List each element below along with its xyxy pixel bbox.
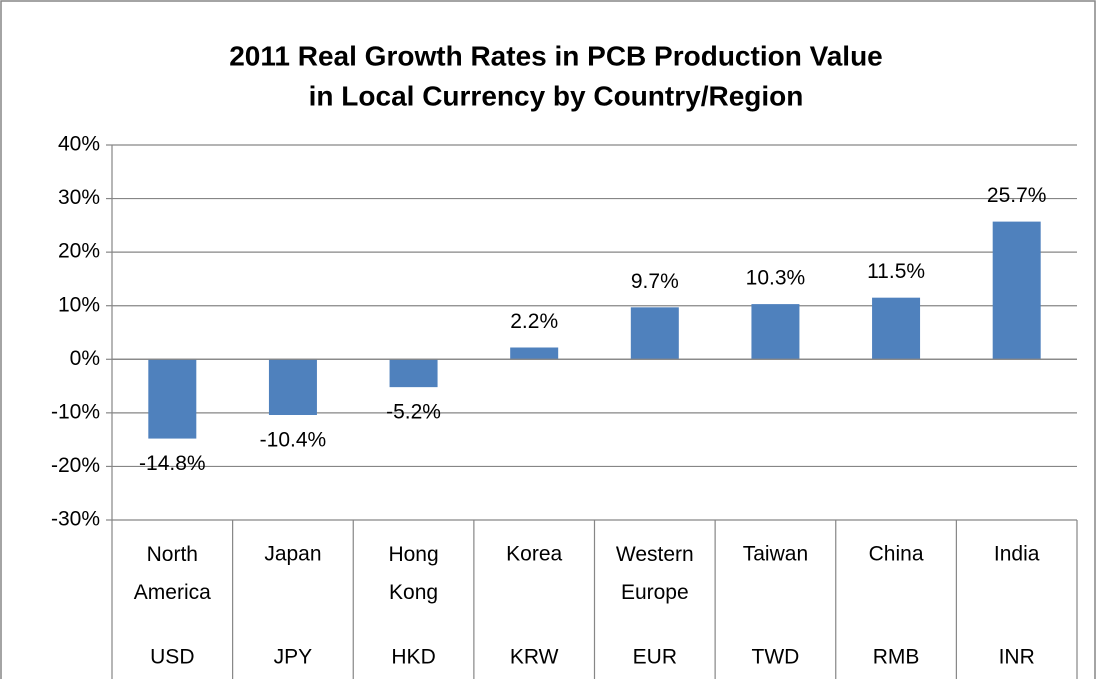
data-label: 10.3%	[746, 267, 806, 290]
y-tick-label: 30%	[58, 186, 100, 209]
bar	[148, 359, 197, 439]
y-tick-label: -30%	[51, 508, 100, 531]
data-label: 25.7%	[987, 184, 1047, 207]
bar	[751, 304, 800, 360]
y-tick-label: -20%	[51, 454, 100, 477]
x-tick-label-secondary: TWD	[752, 646, 800, 669]
y-tick-label: 10%	[58, 293, 100, 316]
x-tick-label: Japan	[264, 543, 321, 566]
y-tick-label: -10%	[51, 400, 100, 423]
label-line: Europe	[621, 581, 689, 604]
y-tick-label: 20%	[58, 240, 100, 263]
label-line: Hong	[388, 543, 438, 566]
label-line: America	[134, 581, 211, 604]
x-tick-label: Hong Kong	[388, 543, 438, 604]
bar	[268, 359, 317, 415]
x-tick-label: North America	[134, 543, 211, 604]
data-label: -5.2%	[386, 401, 441, 424]
x-tick-label: China	[869, 543, 924, 566]
bar	[630, 307, 679, 360]
x-tick-label-secondary: EUR	[633, 646, 677, 669]
x-tick-label: Western Europe	[616, 543, 694, 604]
x-tick-label-secondary: RMB	[873, 646, 920, 669]
data-label: 11.5%	[867, 260, 925, 283]
label-line: Western	[616, 543, 694, 566]
y-tick-label: 0%	[70, 347, 100, 370]
x-tick-label: Korea	[506, 543, 562, 566]
x-tick-label: Taiwan	[743, 543, 808, 566]
data-label: 2.2%	[510, 310, 558, 333]
chart-title: 2011 Real Growth Rates in PCB Production…	[229, 40, 883, 71]
data-label: -10.4%	[260, 429, 327, 452]
data-label: -14.8%	[139, 452, 206, 475]
chart-title: in Local Currency by Country/Region	[309, 80, 804, 111]
bar	[992, 221, 1041, 360]
y-tick-label: 40%	[58, 133, 100, 156]
x-tick-label-secondary: INR	[999, 646, 1035, 669]
x-tick-label: India	[994, 543, 1040, 566]
bar	[389, 359, 438, 388]
x-tick-label-secondary: USD	[150, 646, 194, 669]
data-label: 9.7%	[631, 270, 679, 293]
bar	[510, 347, 559, 360]
x-tick-label-secondary: HKD	[391, 646, 435, 669]
bar	[872, 297, 921, 360]
x-tick-label-secondary: JPY	[274, 646, 313, 669]
label-line: Kong	[389, 581, 438, 604]
label-line: North	[147, 543, 198, 566]
x-tick-label-secondary: KRW	[510, 646, 559, 669]
